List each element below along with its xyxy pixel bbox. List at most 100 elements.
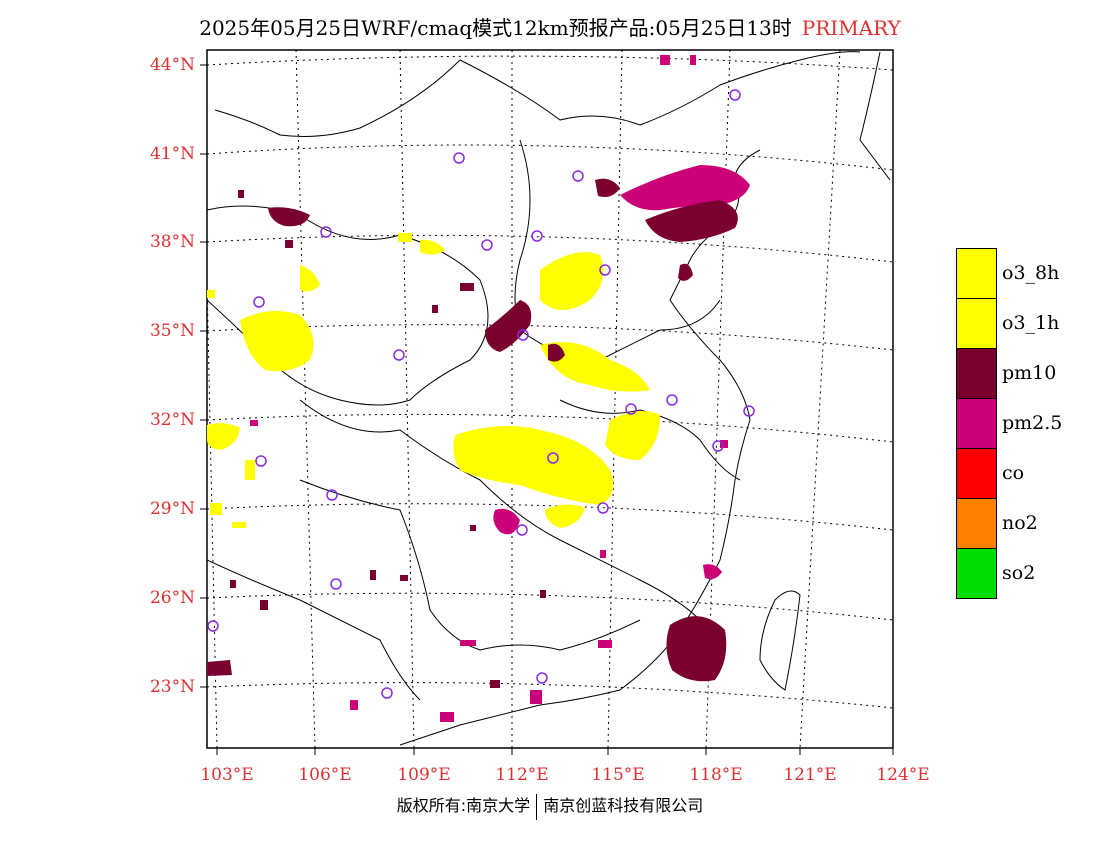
legend-item-o3-1h: o3_1h — [956, 298, 1076, 349]
legend-item-no2: no2 — [956, 498, 1076, 549]
lat-label-38n: 38°N — [149, 232, 195, 252]
station-marker — [712, 440, 724, 452]
gridline-121e — [799, 50, 841, 748]
lat-label-41n: 41°N — [149, 144, 195, 164]
station-marker — [393, 349, 405, 361]
gridline-109e — [399, 50, 415, 748]
station-marker — [326, 489, 338, 501]
scatter-pixels — [207, 55, 728, 722]
lon-label-121e: 121°E — [783, 765, 837, 785]
o3-region-west-small — [300, 265, 320, 292]
map-title: 2025年05月25日WRF/cmaq模式12km预报产品:05月25日13时 P… — [0, 12, 1100, 41]
station-marker — [625, 403, 637, 415]
border-ne — [459, 51, 861, 126]
lon-label-118e: 118°E — [689, 765, 743, 785]
station-markers — [207, 89, 755, 699]
legend-label: pm10 — [1002, 362, 1057, 384]
o3-region-east — [605, 411, 660, 460]
station-marker — [729, 89, 741, 101]
legend-label: o3_8h — [1002, 262, 1060, 284]
pm25-regions — [493, 165, 750, 580]
map-frame — [206, 49, 894, 749]
station-marker — [531, 230, 543, 242]
gridline-124e — [892, 740, 893, 748]
gridline-26n — [207, 592, 893, 621]
station-marker — [517, 329, 529, 341]
gridline-106e — [295, 50, 316, 748]
legend-swatch — [956, 298, 997, 349]
gridline-103e — [207, 259, 218, 748]
lon-label-115e: 115°E — [591, 765, 645, 785]
o3-region-sw — [207, 423, 240, 450]
pm25-region-changsha — [493, 508, 520, 535]
legend-swatch — [956, 548, 997, 599]
o3-regions — [207, 233, 660, 528]
legend-label: no2 — [1002, 512, 1038, 534]
province-lines-6 — [207, 559, 421, 701]
pm10-region-shandong — [678, 263, 693, 281]
legend-swatch — [956, 448, 997, 499]
legend-swatch — [956, 498, 997, 549]
o3-region-west — [240, 311, 314, 372]
station-marker — [547, 452, 559, 464]
province-lines-2 — [299, 399, 701, 621]
lat-label-23n: 23°N — [149, 677, 195, 697]
pm10-region-west — [268, 207, 310, 227]
footer-left: 版权所有:南京大学 — [396, 796, 531, 815]
o3-region-small-1 — [420, 239, 445, 255]
legend-item-pm25: pm2.5 — [956, 398, 1076, 449]
lon-label-106e: 106°E — [298, 765, 352, 785]
lon-label-109e: 109°E — [397, 765, 451, 785]
gridline-115e — [607, 50, 623, 748]
station-marker — [597, 502, 609, 514]
station-marker — [666, 394, 678, 406]
o3-region-south — [545, 504, 585, 528]
province-lines-5 — [559, 399, 741, 481]
pm10-region-small — [548, 343, 565, 362]
lon-label-103e: 103°E — [200, 765, 254, 785]
legend-item-pm10: pm10 — [956, 348, 1076, 399]
station-marker — [330, 578, 342, 590]
lat-label-35n: 35°N — [149, 321, 195, 341]
o3-region-central — [540, 342, 650, 392]
pm10-regions — [207, 178, 738, 682]
station-marker — [255, 455, 267, 467]
taiwan-outline — [759, 590, 801, 691]
station-marker — [453, 152, 465, 164]
station-marker — [253, 296, 265, 308]
o3-region-south-central — [453, 426, 614, 505]
pm10-region-central — [485, 300, 532, 352]
pm25-region-fuzhou — [703, 564, 722, 580]
footer-copyright: 版权所有:南京大学 南京创蓝科技有限公司 — [0, 792, 1100, 820]
province-lines-3 — [299, 479, 641, 651]
gridline-44n — [207, 55, 893, 71]
station-marker — [743, 405, 755, 417]
legend-swatch — [956, 248, 997, 299]
station-marker — [320, 226, 332, 238]
station-marker — [207, 620, 219, 632]
gridline-32n — [207, 413, 893, 443]
lon-label-124e: 124°E — [876, 765, 930, 785]
footer-separator — [536, 793, 538, 820]
border-north — [214, 59, 461, 137]
station-marker — [599, 264, 611, 276]
legend-item-o3-8h: o3_8h — [956, 248, 1076, 299]
pm10-region-beijing — [595, 178, 620, 197]
o3-region-north — [540, 252, 604, 310]
legend: o3_8h o3_1h pm10 pm2.5 co no2 so2 — [956, 248, 1076, 599]
legend-swatch — [956, 398, 997, 449]
legend-item-co: co — [956, 448, 1076, 499]
gridline-38n — [207, 234, 893, 263]
station-marker — [516, 524, 528, 536]
lat-label-29n: 29°N — [149, 499, 195, 519]
border-korea — [859, 51, 891, 181]
gridline-23n — [207, 682, 893, 709]
station-marker — [481, 239, 493, 251]
legend-label: pm2.5 — [1002, 412, 1063, 434]
station-marker — [572, 170, 584, 182]
o3-region-small-2 — [398, 233, 412, 242]
pm10-region-tianjin — [645, 200, 738, 242]
title-tag: PRIMARY — [801, 16, 901, 40]
station-marker — [536, 672, 548, 684]
